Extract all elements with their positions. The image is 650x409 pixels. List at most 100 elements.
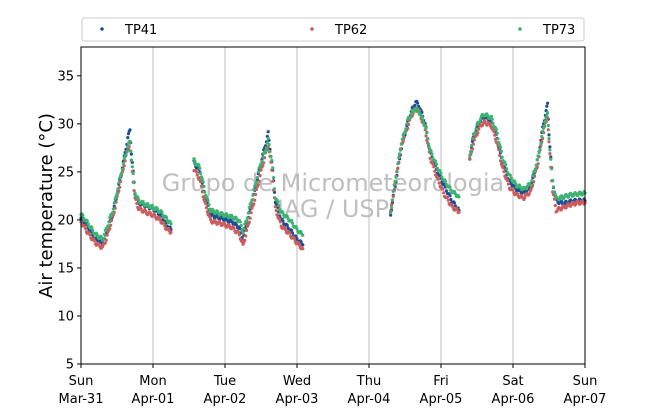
- series-TP73: [79, 106, 587, 242]
- data-point: [518, 185, 522, 189]
- data-point: [207, 203, 211, 207]
- data-point: [276, 200, 280, 204]
- data-point: [285, 214, 289, 218]
- data-point: [256, 183, 260, 187]
- data-point: [551, 178, 555, 183]
- data-point: [541, 129, 545, 133]
- x-tick-date-label: Apr-05: [420, 392, 463, 407]
- data-point: [169, 222, 173, 226]
- data-point: [547, 133, 551, 137]
- data-point: [274, 209, 278, 213]
- data-point: [249, 211, 253, 215]
- data-point: [266, 136, 270, 141]
- data-point: [299, 240, 303, 244]
- data-point: [546, 101, 550, 105]
- data-point: [169, 230, 173, 234]
- data-point: [436, 177, 440, 181]
- data-point: [241, 231, 245, 235]
- data-point: [423, 124, 427, 128]
- data-point: [239, 223, 243, 227]
- data-point: [403, 130, 407, 134]
- data-point: [245, 228, 249, 232]
- data-point: [468, 157, 472, 161]
- x-tick-date-label: Apr-06: [492, 392, 535, 407]
- data-point: [243, 238, 247, 242]
- data-point: [82, 216, 86, 220]
- x-tick-date-label: Apr-01: [132, 392, 175, 407]
- data-point: [116, 187, 120, 191]
- data-point: [200, 177, 204, 181]
- data-point: [267, 142, 271, 147]
- data-point: [260, 159, 264, 163]
- data-point: [83, 226, 88, 231]
- data-point: [102, 232, 106, 236]
- data-point: [278, 220, 282, 224]
- data-point: [389, 213, 393, 217]
- data-point: [95, 233, 99, 237]
- data-point: [195, 173, 199, 177]
- data-point: [548, 148, 552, 152]
- data-point: [545, 104, 549, 108]
- data-point: [130, 165, 134, 169]
- data-point: [457, 210, 461, 214]
- data-point: [413, 109, 417, 113]
- data-point: [499, 149, 503, 154]
- data-point: [124, 153, 128, 157]
- data-point: [429, 149, 433, 153]
- data-point: [254, 187, 259, 191]
- data-point: [126, 136, 130, 140]
- y-axis-title: Air temperature (°C): [36, 113, 57, 298]
- data-point: [546, 123, 550, 128]
- data-point: [232, 226, 236, 230]
- data-point: [139, 207, 143, 211]
- data-point: [457, 195, 461, 199]
- data-point: [439, 171, 443, 175]
- data-point: [108, 227, 112, 231]
- x-tick-date-label: Apr-07: [564, 392, 607, 407]
- data-point: [269, 155, 273, 159]
- data-point: [235, 223, 239, 227]
- data-point: [164, 215, 169, 220]
- data-point: [110, 211, 115, 215]
- data-point: [426, 142, 431, 146]
- data-point: [108, 215, 112, 220]
- x-tick-day-label: Sun: [573, 374, 598, 389]
- x-tick-day-label: Sun: [69, 374, 94, 389]
- y-tick-label: 10: [57, 309, 74, 324]
- data-point: [470, 143, 474, 147]
- data-point: [193, 159, 197, 163]
- data-point: [441, 187, 445, 191]
- data-point: [509, 176, 513, 180]
- data-point: [488, 121, 492, 126]
- data-point: [409, 112, 413, 116]
- legend-label: TP73: [542, 23, 575, 38]
- x-tick-date-label: Apr-04: [348, 392, 391, 407]
- legend-label: TP62: [334, 23, 367, 38]
- data-point: [539, 141, 543, 146]
- data-point: [106, 224, 110, 228]
- y-tick-label: 20: [57, 213, 74, 228]
- data-point: [83, 224, 87, 228]
- data-point: [283, 228, 288, 232]
- data-point: [247, 220, 251, 224]
- data-point: [134, 197, 138, 202]
- x-tick-day-label: Fri: [433, 374, 449, 389]
- data-point: [553, 193, 557, 197]
- legend-box: [81, 17, 585, 42]
- data-point: [540, 134, 544, 139]
- data-point: [547, 140, 551, 144]
- data-point: [114, 194, 118, 198]
- data-point: [126, 147, 131, 151]
- data-point: [533, 167, 538, 171]
- data-point: [201, 180, 205, 184]
- data-point: [137, 197, 141, 201]
- data-point: [259, 168, 263, 172]
- data-point: [491, 121, 495, 125]
- data-point: [204, 206, 209, 210]
- legend-entry-TP62: TP62: [310, 23, 367, 38]
- data-point: [389, 205, 394, 210]
- data-point: [251, 193, 255, 197]
- data-point: [397, 156, 401, 160]
- data-point: [534, 163, 539, 167]
- data-point: [290, 231, 295, 235]
